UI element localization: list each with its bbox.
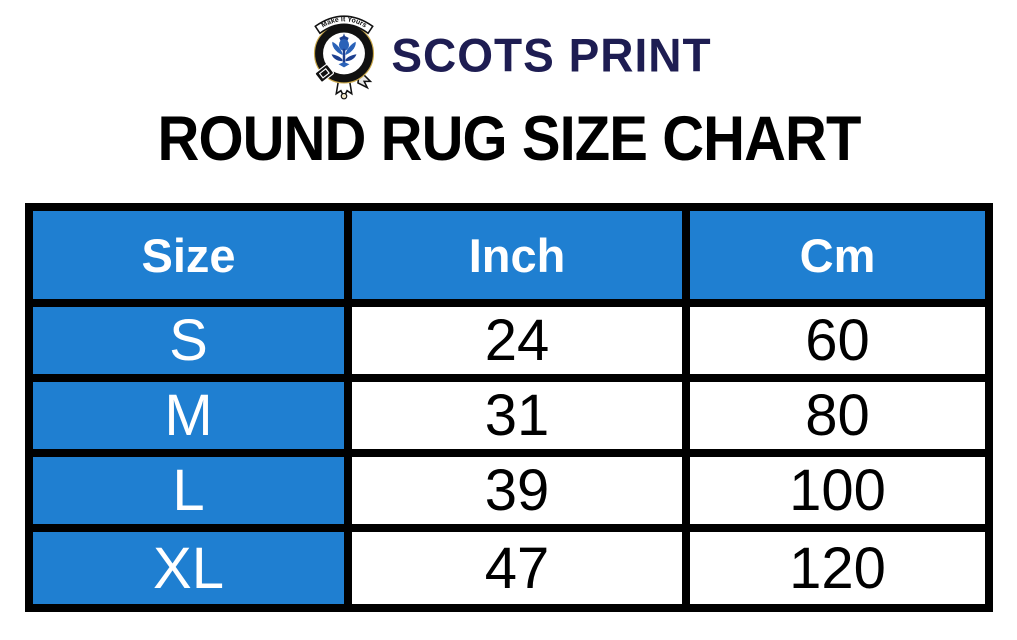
page-title: ROUND RUG SIZE CHART [157,104,861,174]
clan-crest-thistle-icon: Make It Yours [314,15,375,100]
cm-cell-m: 80 [690,382,985,449]
size-chart-table: Size Inch Cm S 24 60 M 31 80 L 39 100 XL [25,203,993,612]
inch-cell-xl: 47 [352,532,682,604]
inch-cell-m: 31 [352,382,682,449]
size-cell-s: S [33,307,344,374]
inch-cell-s: 24 [352,307,682,374]
table-row-m: M 31 80 [33,382,985,449]
table-row-l: L 39 100 [33,457,985,524]
cm-cell-xl: 120 [690,532,985,604]
header-cell-cm: Cm [690,211,985,299]
table-row-xl: XL 47 120 [33,532,985,604]
brand-name: SCOTS PRINT [391,28,712,82]
header-cell-inch: Inch [352,211,682,299]
inch-cell-l: 39 [352,457,682,524]
header-row: Size Inch Cm [33,211,985,299]
brand-header: Make It Yours SCOTS PRINT [0,10,1017,100]
size-cell-l: L [33,457,344,524]
size-cell-xl: XL [33,532,344,604]
thistle-icon [331,33,357,68]
title-wrap: ROUND RUG SIZE CHART [0,103,1017,175]
table-row-s: S 24 60 [33,307,985,374]
tagline-banner: Make It Yours [314,15,375,35]
cm-cell-l: 100 [690,457,985,524]
header-cell-size: Size [33,211,344,299]
cm-cell-s: 60 [690,307,985,374]
belt-buckle-icon [315,63,335,83]
size-cell-m: M [33,382,344,449]
